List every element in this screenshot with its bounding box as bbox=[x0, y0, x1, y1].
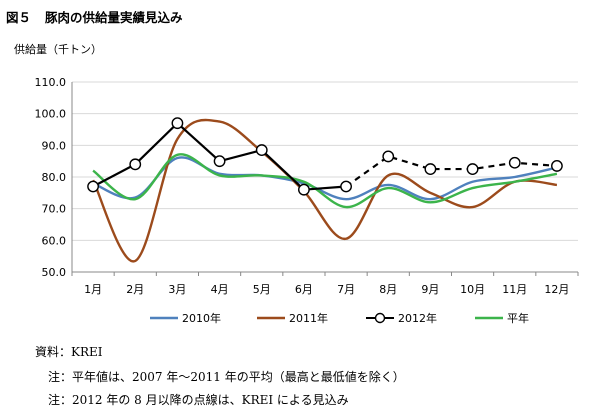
footnote-average: 注：平年値は、2007 年～2011 年の平均（最高と最低値を除く） bbox=[48, 370, 405, 384]
x-tick-label: 8月 bbox=[379, 283, 397, 296]
x-tick-label: 11月 bbox=[502, 283, 527, 296]
series-line-2011 bbox=[92, 118, 558, 263]
y-tick-label: 100.0 bbox=[35, 108, 67, 121]
data-point-marker bbox=[129, 158, 142, 171]
x-tick-label: 6月 bbox=[295, 283, 313, 296]
data-point-marker bbox=[255, 144, 268, 156]
y-tick-label: 50.0 bbox=[42, 266, 67, 279]
x-tick-label: 12月 bbox=[544, 283, 569, 296]
series-line- bbox=[92, 153, 558, 209]
x-tick-label: 9月 bbox=[421, 283, 439, 296]
legend-label: 2010年 bbox=[182, 311, 221, 325]
x-tick-label: 3月 bbox=[168, 283, 186, 296]
legend: 2010年 2011年 2012年 平年 bbox=[150, 311, 529, 325]
y-tick-label: 90.0 bbox=[42, 139, 67, 152]
supply-line-chart: 供給量（千トン） 50.060.070.080.090.0100.0110.0 … bbox=[14, 42, 579, 325]
data-point-marker bbox=[508, 156, 521, 169]
legend-marker bbox=[374, 312, 386, 324]
y-tick-label: 60.0 bbox=[42, 234, 67, 247]
y-tick-label: 110.0 bbox=[35, 76, 67, 89]
series-line-2012-forecast bbox=[345, 155, 557, 188]
footnote-forecast: 注：2012 年の 8 月以降の点線は、KREI による見込み bbox=[48, 393, 349, 407]
axes bbox=[71, 82, 579, 276]
legend-label: 2011年 bbox=[289, 311, 328, 325]
chart-container: 供給量（千トン） 50.0 60.0 70.0 80.0 90.0 100.0 110.0 … bbox=[0, 32, 592, 332]
figure-title: 豚肉の供給量実績見込み bbox=[45, 10, 183, 25]
grid-lines bbox=[72, 81, 578, 241]
data-point-marker bbox=[466, 163, 479, 175]
x-tick-label: 7月 bbox=[337, 283, 355, 296]
data-point-marker bbox=[298, 183, 310, 196]
x-tick-label: 1月 bbox=[84, 283, 102, 296]
data-point-marker bbox=[171, 117, 184, 130]
source-note: 資料：KREI bbox=[35, 345, 103, 359]
series-markers bbox=[87, 117, 563, 196]
data-point-marker bbox=[551, 160, 563, 172]
x-tick-label: 4月 bbox=[211, 283, 229, 296]
data-point-marker bbox=[424, 163, 437, 175]
x-tick-labels: 1月 2月 3月 4月 5月 6月 7月 8月 9月 10月 11月 12月 bbox=[84, 283, 569, 296]
data-point-marker bbox=[340, 180, 352, 193]
legend-label: 平年 bbox=[507, 311, 529, 325]
y-tick-label: 70.0 bbox=[42, 203, 67, 216]
y-axis-label: 供給量（千トン） bbox=[14, 42, 102, 56]
x-tick-label: 10月 bbox=[460, 283, 485, 296]
data-point-marker bbox=[87, 180, 99, 193]
legend-label: 2012年 bbox=[398, 311, 437, 325]
page-title: 図５ 豚肉の供給量実績見込み bbox=[6, 7, 183, 26]
x-tick-label: 5月 bbox=[253, 283, 271, 296]
data-point-marker bbox=[213, 155, 226, 168]
y-tick-labels: 50.0 60.0 70.0 80.0 90.0 100.0 110.0 bbox=[35, 76, 67, 279]
series-line-2010 bbox=[92, 156, 558, 201]
y-tick-label: 80.0 bbox=[42, 171, 67, 184]
x-tick-label: 2月 bbox=[126, 283, 144, 296]
data-point-marker bbox=[382, 150, 395, 163]
figure-number: 図５ bbox=[6, 10, 32, 25]
